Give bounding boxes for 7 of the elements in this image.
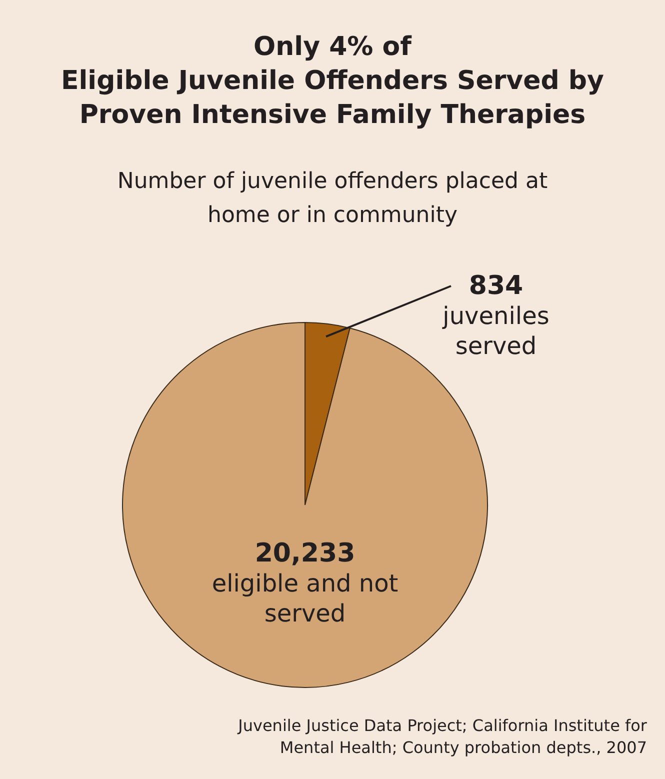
- chart-subtitle: Number of juvenile offenders placed at home or in community: [116, 168, 549, 230]
- data-label: 834: [468, 270, 524, 301]
- chart-title: Only 4% of Eligible Juvenile Offenders Served by Proven Intensive Family Therapies: [60, 31, 605, 132]
- text: Juvenile Justice Data Project; California Institute for Mental Health; County probation depts., 2007: [238, 715, 647, 759]
- slice-label: juveniles served: [442, 302, 550, 360]
- data-label: 20,233: [254, 538, 356, 568]
- slice-label: eligible and not served: [212, 570, 398, 628]
